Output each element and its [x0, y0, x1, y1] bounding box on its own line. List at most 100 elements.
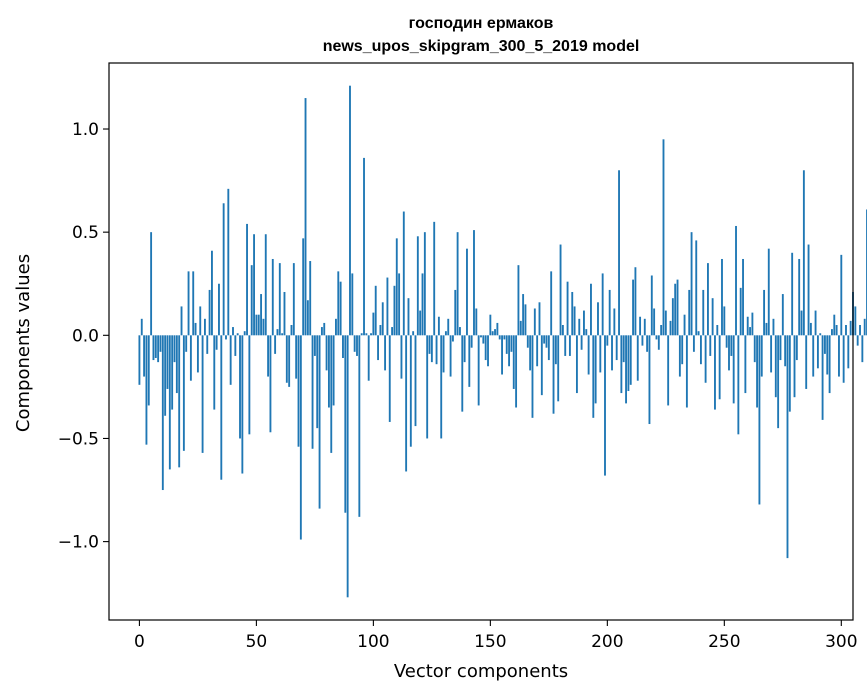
bar: [199, 306, 202, 336]
bar: [756, 335, 759, 408]
bar: [220, 335, 223, 480]
bar: [435, 335, 438, 365]
bar: [290, 325, 293, 336]
bar: [543, 335, 546, 344]
bar: [561, 325, 564, 336]
bar: [814, 310, 817, 336]
bar: [480, 335, 482, 338]
bar: [356, 335, 358, 356]
bar: [337, 271, 340, 336]
bar: [571, 291, 574, 336]
bar: [150, 232, 153, 336]
bar: [816, 335, 819, 369]
bar: [678, 335, 681, 377]
bar: [236, 333, 239, 336]
bar: [583, 310, 585, 336]
bar: [313, 335, 316, 356]
bar: [213, 335, 216, 410]
plot-frame: [108, 62, 854, 621]
bar: [522, 294, 525, 336]
bar: [440, 335, 443, 439]
bar: [758, 335, 761, 505]
bar: [454, 289, 457, 336]
bar: [732, 335, 735, 404]
bar: [538, 302, 541, 336]
bar: [487, 335, 489, 367]
bar: [374, 285, 377, 336]
bar: [430, 335, 433, 363]
bar: [276, 329, 279, 336]
bar: [274, 335, 277, 354]
bar: [524, 304, 527, 336]
bar: [746, 316, 749, 336]
bar: [498, 335, 501, 340]
bar: [690, 232, 693, 336]
bar: [854, 306, 857, 336]
bar: [793, 335, 796, 398]
bar: [253, 234, 255, 336]
y-tick-label: 0.0: [72, 326, 99, 346]
bar: [327, 335, 330, 408]
bar: [232, 327, 234, 336]
bar: [159, 335, 162, 352]
bar: [800, 310, 803, 336]
bar: [278, 263, 281, 336]
bar: [688, 289, 691, 336]
bar: [395, 238, 398, 336]
bar: [508, 335, 511, 367]
bar: [608, 289, 611, 336]
bar: [536, 335, 539, 367]
bar: [723, 306, 726, 336]
bar: [363, 157, 365, 336]
bars-group: [138, 85, 867, 598]
bar: [744, 335, 747, 394]
bar: [660, 325, 663, 336]
bar: [601, 273, 604, 336]
bar: [473, 230, 475, 336]
bar: [788, 335, 791, 412]
bar: [646, 335, 649, 352]
bar: [838, 335, 840, 377]
bar: [845, 325, 847, 336]
bar: [335, 318, 337, 336]
bar: [751, 312, 754, 336]
bar: [250, 265, 253, 336]
bar: [152, 335, 155, 361]
bar: [414, 335, 417, 427]
bar: [342, 335, 344, 358]
bar: [533, 308, 536, 336]
bar: [164, 335, 167, 416]
bar: [285, 335, 288, 383]
bar: [201, 335, 204, 453]
bar: [255, 314, 258, 336]
bar: [592, 335, 595, 418]
bar: [358, 335, 361, 517]
bar: [826, 335, 829, 375]
bar: [505, 335, 508, 354]
bar: [564, 335, 567, 356]
bar: [765, 322, 768, 336]
bar: [323, 322, 326, 336]
x-tick-label: 300: [825, 632, 857, 652]
bar: [683, 314, 686, 336]
x-tick-label: 250: [708, 632, 740, 652]
bar: [515, 335, 518, 408]
y-axis-ticks: −1.0 −0.5 0.0 0.5 1.0: [58, 120, 109, 553]
bar: [650, 275, 653, 336]
bar: [442, 335, 445, 373]
bar: [704, 335, 707, 383]
bar: [222, 203, 225, 336]
bar: [849, 320, 852, 336]
bar: [707, 263, 709, 336]
y-tick-label: 1.0: [72, 120, 99, 140]
bar: [239, 335, 241, 439]
bar: [699, 335, 702, 365]
bar: [203, 318, 206, 336]
bar: [667, 335, 670, 406]
bar: [676, 279, 679, 336]
bar: [718, 335, 721, 400]
bar: [466, 248, 468, 336]
x-tick-label: 100: [357, 632, 389, 652]
bar: [379, 325, 382, 336]
